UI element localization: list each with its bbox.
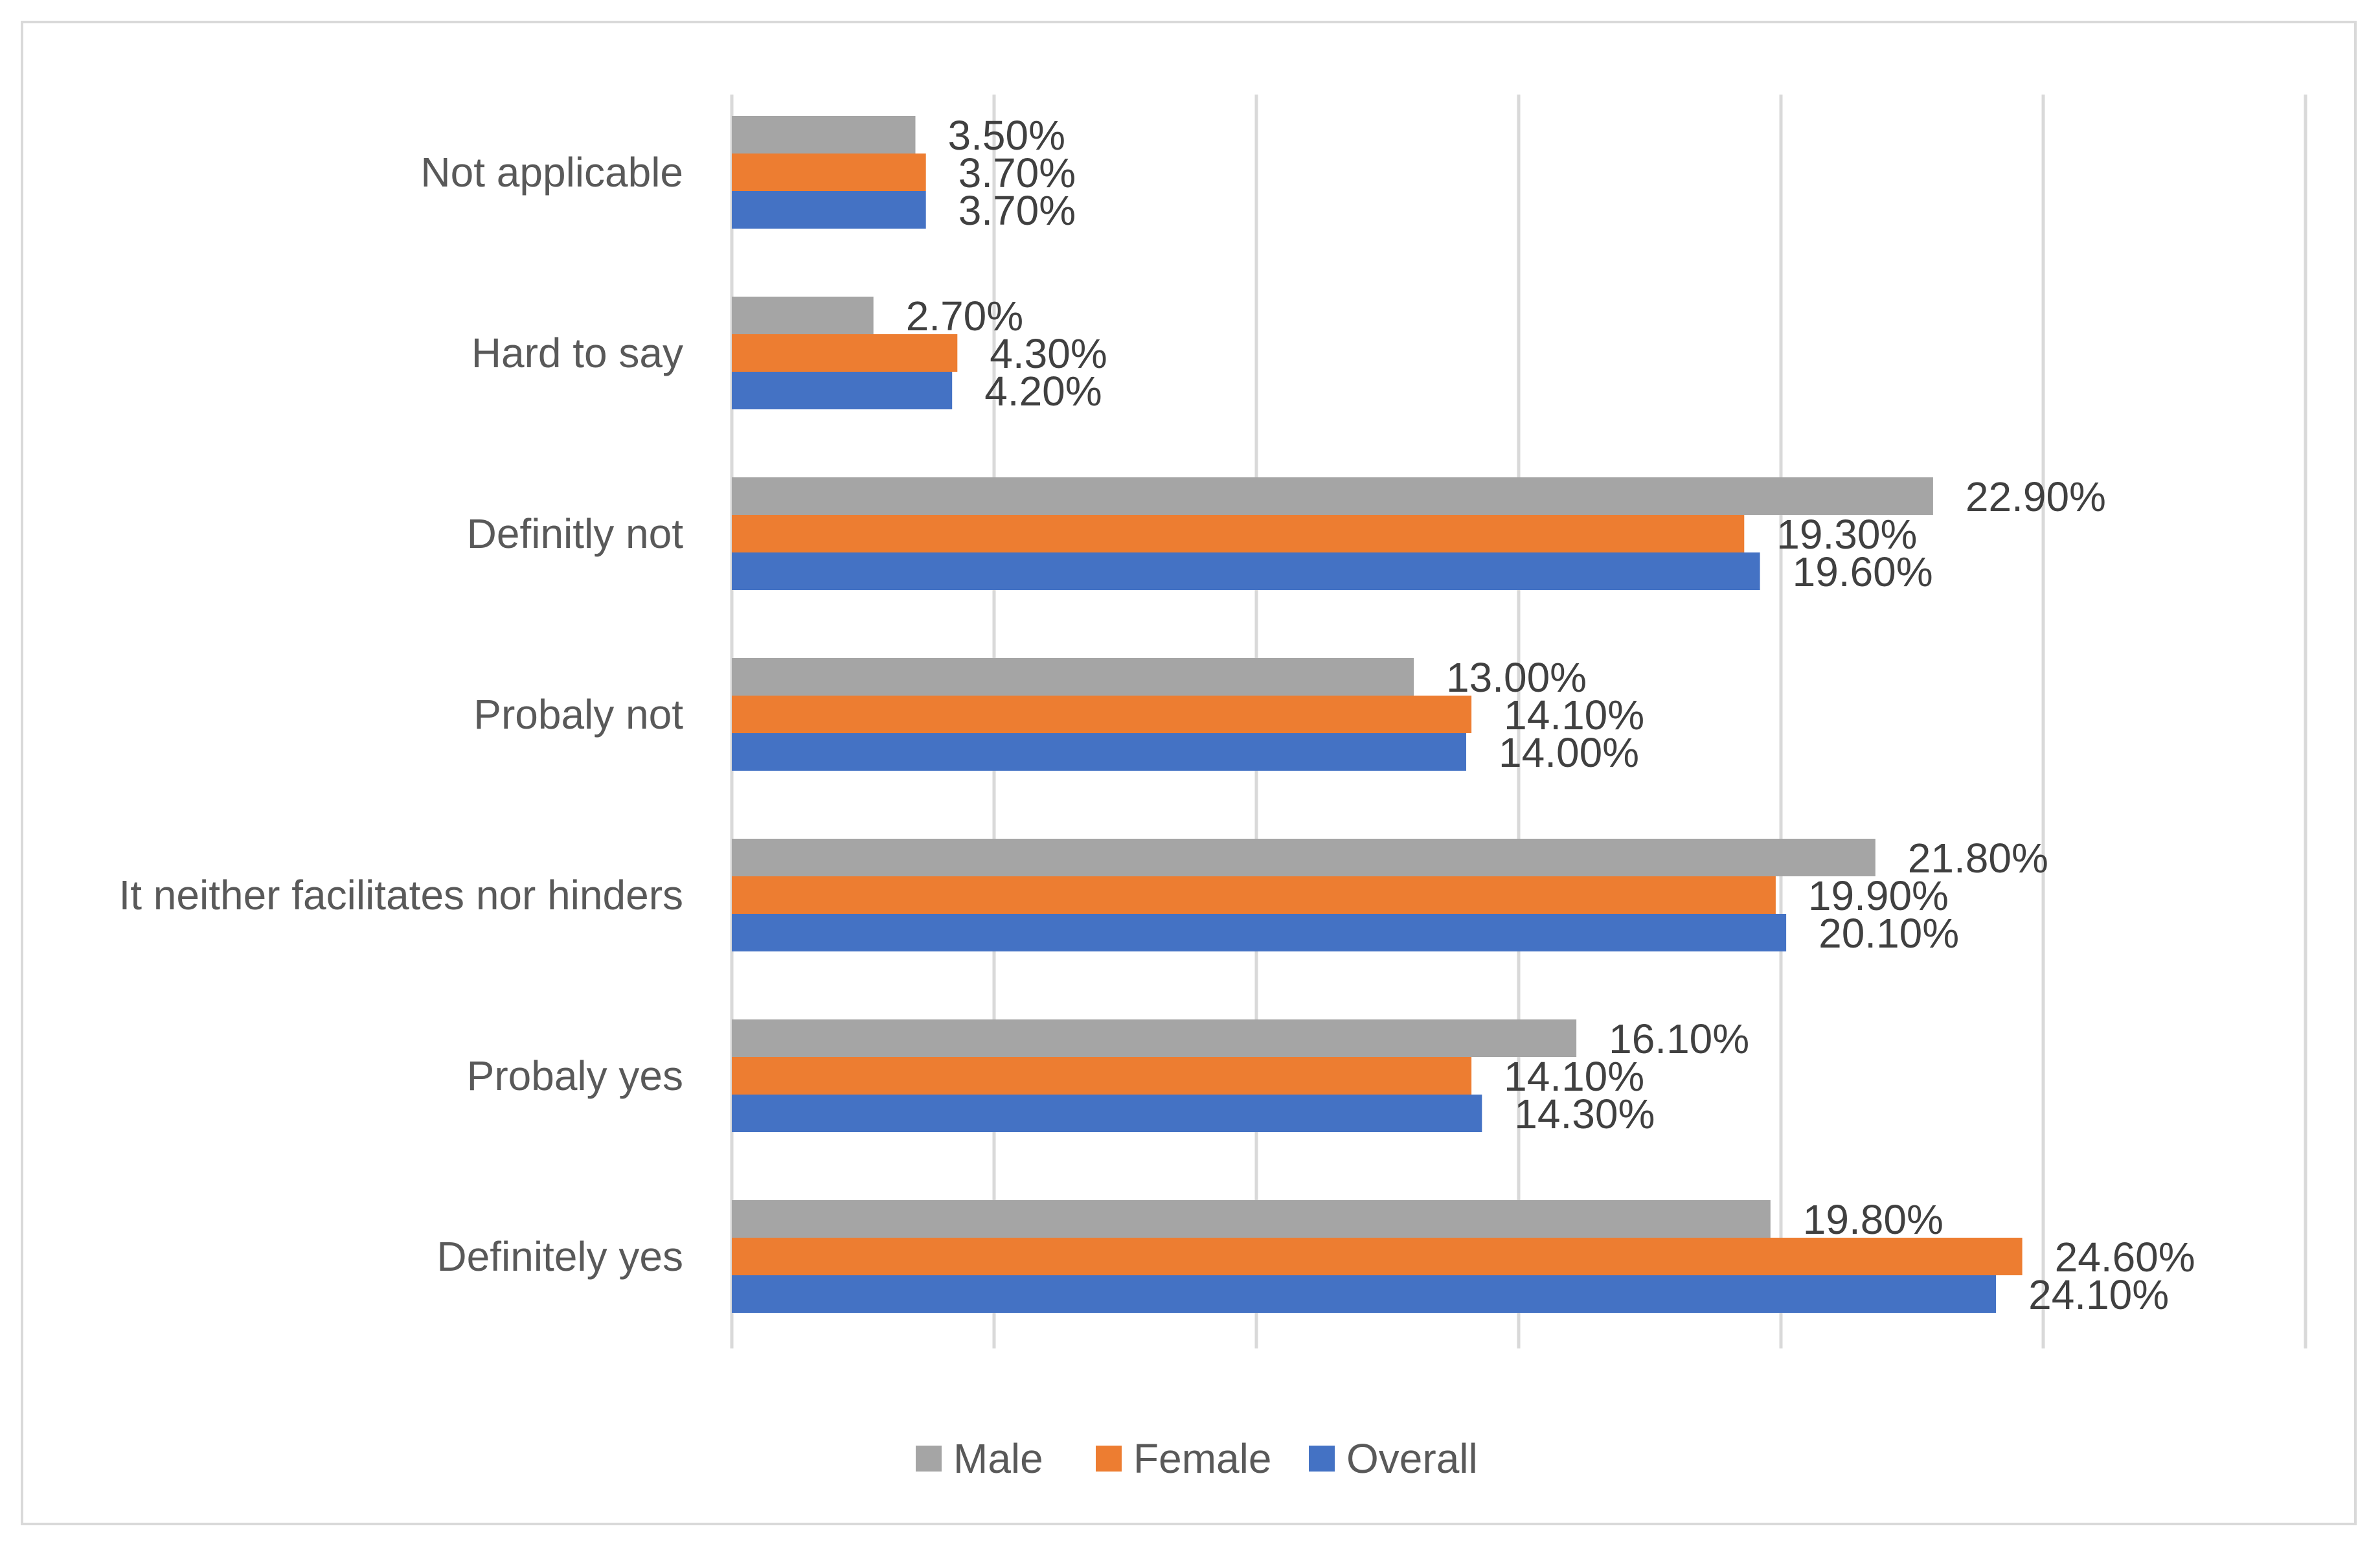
bar-overall-3 [732, 733, 1466, 771]
bar-female-1 [732, 334, 958, 372]
bar-overall-6 [732, 1275, 1997, 1313]
category-labels: Not applicable Hard to say Definitly not Pr… [119, 149, 683, 1280]
bar-female-6 [732, 1238, 2023, 1275]
bar-female-3 [732, 696, 1472, 733]
data-label-overall-0: 3.70% [958, 187, 1076, 234]
data-label-overall-4: 20.10% [1819, 910, 1959, 957]
legend-label-female: Female [1133, 1435, 1271, 1482]
data-label-overall-6: 24.10% [2028, 1271, 2169, 1318]
data-label-female-2: 19.30% [1776, 511, 1917, 558]
legend-swatch-female [1096, 1446, 1122, 1472]
category-label-4: It neither facilitates nor hinders [119, 872, 683, 918]
data-label-female-0: 3.70% [958, 150, 1076, 196]
bar-female-5 [732, 1057, 1472, 1095]
bar-male-3 [732, 658, 1414, 696]
legend-swatch-male [916, 1446, 942, 1472]
data-label-female-3: 14.10% [1504, 692, 1644, 738]
legend-label-male: Male [953, 1435, 1043, 1482]
bar-overall-1 [732, 372, 953, 409]
legend: Male Female Overall [916, 1435, 1478, 1482]
bar-female-0 [732, 153, 926, 191]
bars: 3.50%3.70%3.70%2.70%4.30%4.20%22.90%19.3… [732, 112, 2195, 1318]
data-label-male-4: 21.80% [1908, 835, 2048, 881]
data-label-overall-2: 19.60% [1793, 549, 1933, 595]
bar-chart: 3.50%3.70%3.70%2.70%4.30%4.20%22.90%19.3… [119, 95, 2307, 1482]
category-label-0: Not applicable [420, 149, 683, 196]
data-label-female-4: 19.90% [1808, 872, 1949, 919]
data-label-male-6: 19.80% [1803, 1196, 1944, 1243]
bar-overall-5 [732, 1095, 1482, 1132]
data-label-female-5: 14.10% [1504, 1053, 1644, 1100]
category-label-6: Definitely yes [436, 1233, 683, 1280]
bar-overall-0 [732, 191, 926, 229]
bar-male-0 [732, 116, 916, 153]
bar-overall-2 [732, 552, 1760, 590]
data-label-overall-5: 14.30% [1514, 1091, 1655, 1137]
data-label-male-2: 22.90% [1966, 473, 2106, 520]
category-label-1: Hard to say [471, 330, 683, 376]
category-label-3: Probaly not [473, 691, 683, 738]
bar-female-2 [732, 515, 1745, 552]
data-label-male-3: 13.00% [1446, 654, 1587, 701]
bar-male-4 [732, 839, 1876, 876]
bar-male-6 [732, 1200, 1771, 1238]
bar-overall-4 [732, 914, 1787, 951]
bar-male-5 [732, 1019, 1577, 1057]
data-label-overall-1: 4.20% [984, 368, 1102, 415]
category-label-2: Definitly not [467, 510, 684, 557]
data-label-male-1: 2.70% [906, 293, 1023, 339]
data-label-female-6: 24.60% [2055, 1234, 2195, 1280]
data-label-male-0: 3.50% [948, 112, 1065, 159]
data-label-male-5: 16.10% [1609, 1016, 1749, 1062]
bar-male-2 [732, 477, 1933, 515]
data-label-female-1: 4.30% [990, 330, 1107, 377]
chart-frame: 3.50% 3.70% 3.70% 2.70% 4.30% 4.20% 22.90% 19.3… [21, 21, 2357, 1525]
data-label-overall-3: 14.00% [1499, 729, 1639, 776]
category-label-5: Probaly yes [467, 1052, 683, 1099]
legend-swatch-overall [1309, 1446, 1335, 1472]
bar-male-1 [732, 297, 874, 334]
legend-label-overall: Overall [1346, 1435, 1478, 1482]
bar-female-4 [732, 876, 1776, 914]
